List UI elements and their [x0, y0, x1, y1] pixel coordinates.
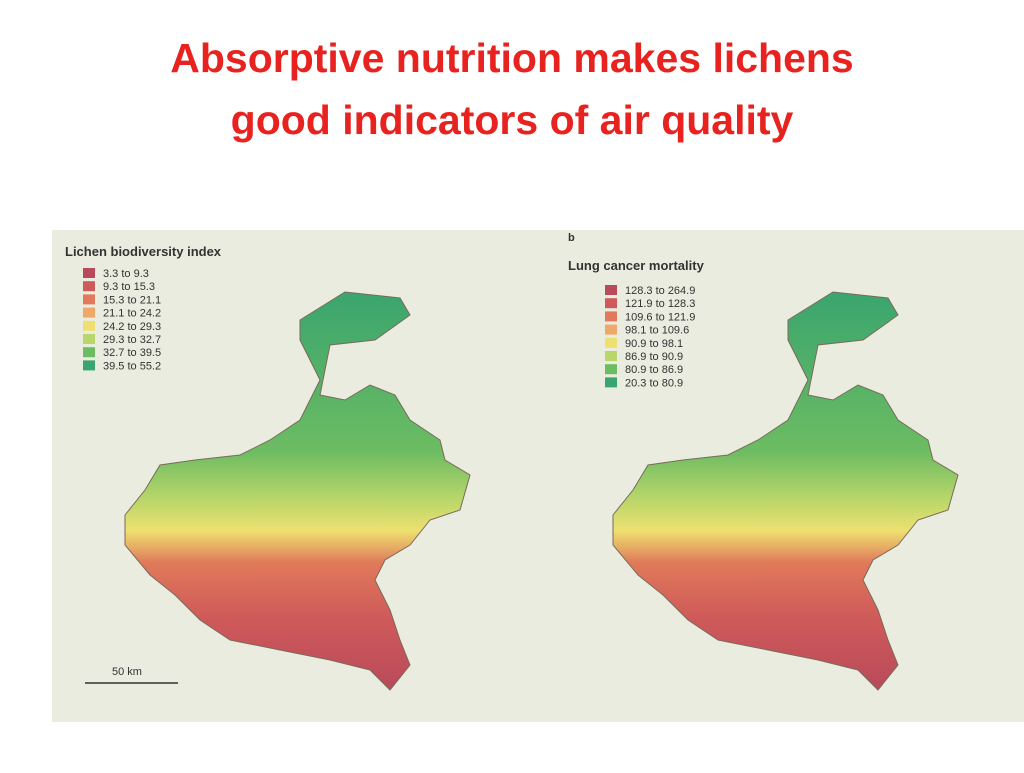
legend-swatch — [83, 334, 95, 344]
legend-label: 32.7 to 39.5 — [103, 347, 161, 359]
legend-label: 80.9 to 86.9 — [625, 364, 683, 376]
legend-label: 128.3 to 264.9 — [625, 285, 695, 297]
legend-swatch — [605, 311, 617, 322]
legend-swatch — [605, 351, 617, 361]
legend-swatch — [83, 307, 95, 318]
map-title: Lichen biodiversity index — [65, 244, 222, 259]
legend-label: 15.3 to 21.1 — [103, 294, 161, 306]
legend-swatch — [83, 268, 95, 278]
legend-swatch — [83, 347, 95, 358]
legend-swatch — [83, 294, 95, 305]
legend-label: 24.2 to 29.3 — [103, 321, 161, 333]
legend-label: 121.9 to 128.3 — [625, 298, 695, 310]
legend-label: 29.3 to 32.7 — [103, 334, 161, 346]
legend-swatch — [605, 377, 617, 388]
legend-label: 21.1 to 24.2 — [103, 308, 161, 320]
legend-label: 20.3 to 80.9 — [625, 377, 683, 389]
map-title: Lung cancer mortality — [568, 258, 705, 273]
title: good indicators of air quality — [231, 97, 794, 143]
legend-swatch — [605, 364, 617, 375]
legend-label: 9.3 to 15.3 — [103, 281, 155, 293]
legend-label: 98.1 to 109.6 — [625, 325, 689, 337]
scale-label: 50 km — [112, 666, 142, 678]
legend-swatch — [83, 281, 95, 292]
title: Absorptive nutrition makes lichens — [170, 35, 854, 81]
legend-label: 109.6 to 121.9 — [625, 311, 695, 323]
legend-swatch — [605, 285, 617, 295]
panel-label: b — [568, 232, 575, 244]
legend-label: 86.9 to 90.9 — [625, 351, 683, 363]
legend-label: 3.3 to 9.3 — [103, 268, 149, 280]
legends: 3.3 to 9.39.3 to 15.315.3 to 21.1 21.1 to… — [83, 268, 695, 389]
legend-label: 39.5 to 55.2 — [103, 360, 161, 372]
legend-swatch — [83, 320, 95, 331]
legend-swatch — [605, 337, 617, 348]
legend-label: 90.9 to 98.1 — [625, 338, 683, 350]
legend-swatch — [605, 298, 617, 309]
legend-swatch — [605, 324, 617, 335]
legend-swatch — [83, 360, 95, 371]
